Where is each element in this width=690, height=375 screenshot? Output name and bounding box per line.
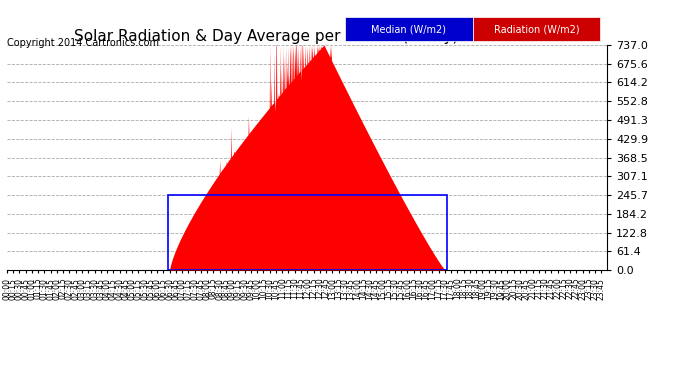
Text: Copyright 2014 Cartronics.com: Copyright 2014 Cartronics.com — [7, 38, 159, 48]
Text: Median (W/m2): Median (W/m2) — [371, 24, 446, 34]
Bar — [168, 195, 447, 270]
Text: Radiation (W/m2): Radiation (W/m2) — [493, 24, 580, 34]
Title: Solar Radiation & Day Average per Minute (Today) 20140221: Solar Radiation & Day Average per Minute… — [74, 29, 540, 44]
